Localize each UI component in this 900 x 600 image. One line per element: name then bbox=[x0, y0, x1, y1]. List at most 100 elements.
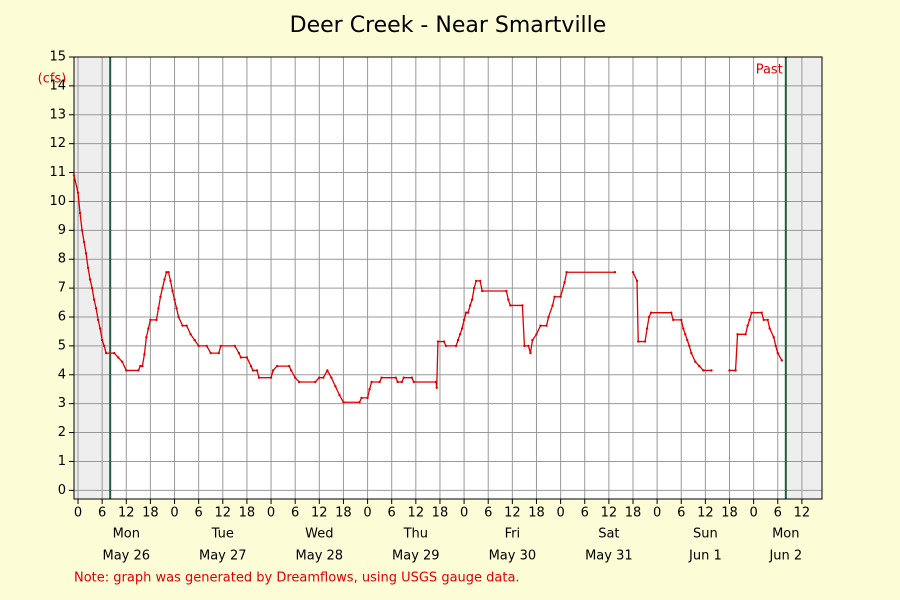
data-point bbox=[748, 318, 751, 322]
data-point bbox=[125, 369, 128, 372]
data-point bbox=[157, 307, 160, 310]
x-tick-label: 0 bbox=[556, 506, 564, 521]
data-point bbox=[145, 336, 148, 339]
x-tick-label: 12 bbox=[118, 506, 135, 521]
data-point bbox=[613, 271, 617, 274]
date-label: Jun 1 bbox=[688, 549, 722, 564]
data-point bbox=[698, 364, 701, 368]
day-label: Fri bbox=[505, 527, 521, 542]
data-point bbox=[680, 318, 683, 322]
data-point bbox=[78, 211, 82, 215]
data-point bbox=[434, 380, 438, 384]
x-tick-label: 6 bbox=[581, 506, 589, 521]
y-tick-label: 11 bbox=[49, 165, 66, 180]
data-point bbox=[257, 376, 261, 379]
data-point bbox=[750, 311, 753, 314]
plot-frame bbox=[73, 56, 823, 500]
data-point bbox=[96, 318, 100, 322]
note: Note: graph was generated by Dreamflows,… bbox=[74, 571, 520, 586]
x-tick-label: 12 bbox=[215, 506, 232, 521]
data-point bbox=[690, 351, 693, 355]
data-point bbox=[435, 386, 438, 389]
data-point bbox=[744, 333, 747, 336]
data-point bbox=[563, 281, 566, 284]
date-label: May 30 bbox=[489, 549, 537, 564]
x-tick-label: 18 bbox=[142, 506, 159, 521]
data-point bbox=[766, 318, 769, 322]
shaded-after bbox=[785, 57, 822, 499]
data-point bbox=[774, 344, 777, 348]
date-label: May 29 bbox=[392, 549, 440, 564]
data-point bbox=[80, 229, 84, 232]
data-point bbox=[728, 369, 731, 372]
data-point bbox=[444, 344, 448, 348]
data-point bbox=[531, 338, 534, 342]
data-point bbox=[649, 311, 653, 314]
x-tick-label: 6 bbox=[774, 506, 782, 521]
date-label: Jun 2 bbox=[768, 549, 802, 564]
data-point bbox=[163, 278, 166, 281]
data-point bbox=[143, 353, 146, 356]
data-point bbox=[637, 340, 640, 343]
annotation: Past bbox=[756, 63, 783, 78]
data-point bbox=[505, 289, 508, 293]
y-tick-label: 13 bbox=[49, 107, 66, 122]
data-point bbox=[762, 318, 765, 322]
data-point bbox=[480, 289, 484, 293]
data-point bbox=[768, 327, 771, 330]
data-point bbox=[553, 295, 556, 298]
x-tick-label: 0 bbox=[267, 506, 275, 521]
data-point bbox=[239, 356, 243, 359]
date-label: May 26 bbox=[102, 549, 150, 564]
data-point bbox=[102, 344, 106, 348]
data-point bbox=[460, 327, 464, 330]
data-point bbox=[219, 344, 222, 348]
data-point bbox=[694, 360, 697, 363]
data-point bbox=[72, 174, 76, 177]
data-point bbox=[358, 401, 361, 404]
data-point bbox=[400, 380, 403, 384]
data-point bbox=[780, 359, 783, 362]
y-tick-label: 9 bbox=[58, 223, 66, 238]
data-point bbox=[370, 380, 373, 384]
data-point bbox=[255, 369, 259, 372]
data-point bbox=[185, 324, 188, 327]
data-point bbox=[205, 344, 208, 348]
data-point bbox=[94, 307, 98, 310]
data-point bbox=[645, 327, 649, 330]
data-point bbox=[529, 351, 532, 355]
x-tick-label: 12 bbox=[794, 506, 811, 521]
x-tick-label: 0 bbox=[653, 506, 661, 521]
data-point bbox=[456, 338, 460, 342]
day-label: Sat bbox=[598, 527, 619, 542]
y-tick-label: 12 bbox=[49, 136, 66, 151]
data-point bbox=[682, 327, 685, 330]
data-point bbox=[360, 396, 363, 400]
day-label: Mon bbox=[772, 527, 799, 542]
data-point bbox=[535, 333, 538, 336]
data-point bbox=[159, 295, 162, 298]
data-point bbox=[137, 369, 140, 372]
data-point bbox=[197, 344, 200, 348]
data-point bbox=[736, 333, 739, 336]
x-tick-label: 6 bbox=[291, 506, 299, 521]
y-tick-label: 10 bbox=[49, 194, 66, 209]
data-point bbox=[161, 286, 164, 290]
data-point bbox=[394, 376, 397, 379]
data-point bbox=[165, 271, 168, 274]
data-point bbox=[139, 364, 142, 368]
data-point bbox=[289, 369, 293, 372]
data-point bbox=[342, 401, 345, 404]
data-point bbox=[509, 304, 512, 307]
data-point bbox=[669, 311, 673, 314]
data-point bbox=[464, 311, 468, 314]
data-point bbox=[104, 351, 108, 355]
data-point bbox=[269, 376, 273, 379]
data-point bbox=[88, 278, 92, 281]
data-point bbox=[380, 376, 383, 379]
data-point bbox=[507, 298, 510, 301]
data-point bbox=[760, 311, 763, 314]
x-tick-label: 12 bbox=[408, 506, 425, 521]
data-point bbox=[322, 376, 325, 379]
